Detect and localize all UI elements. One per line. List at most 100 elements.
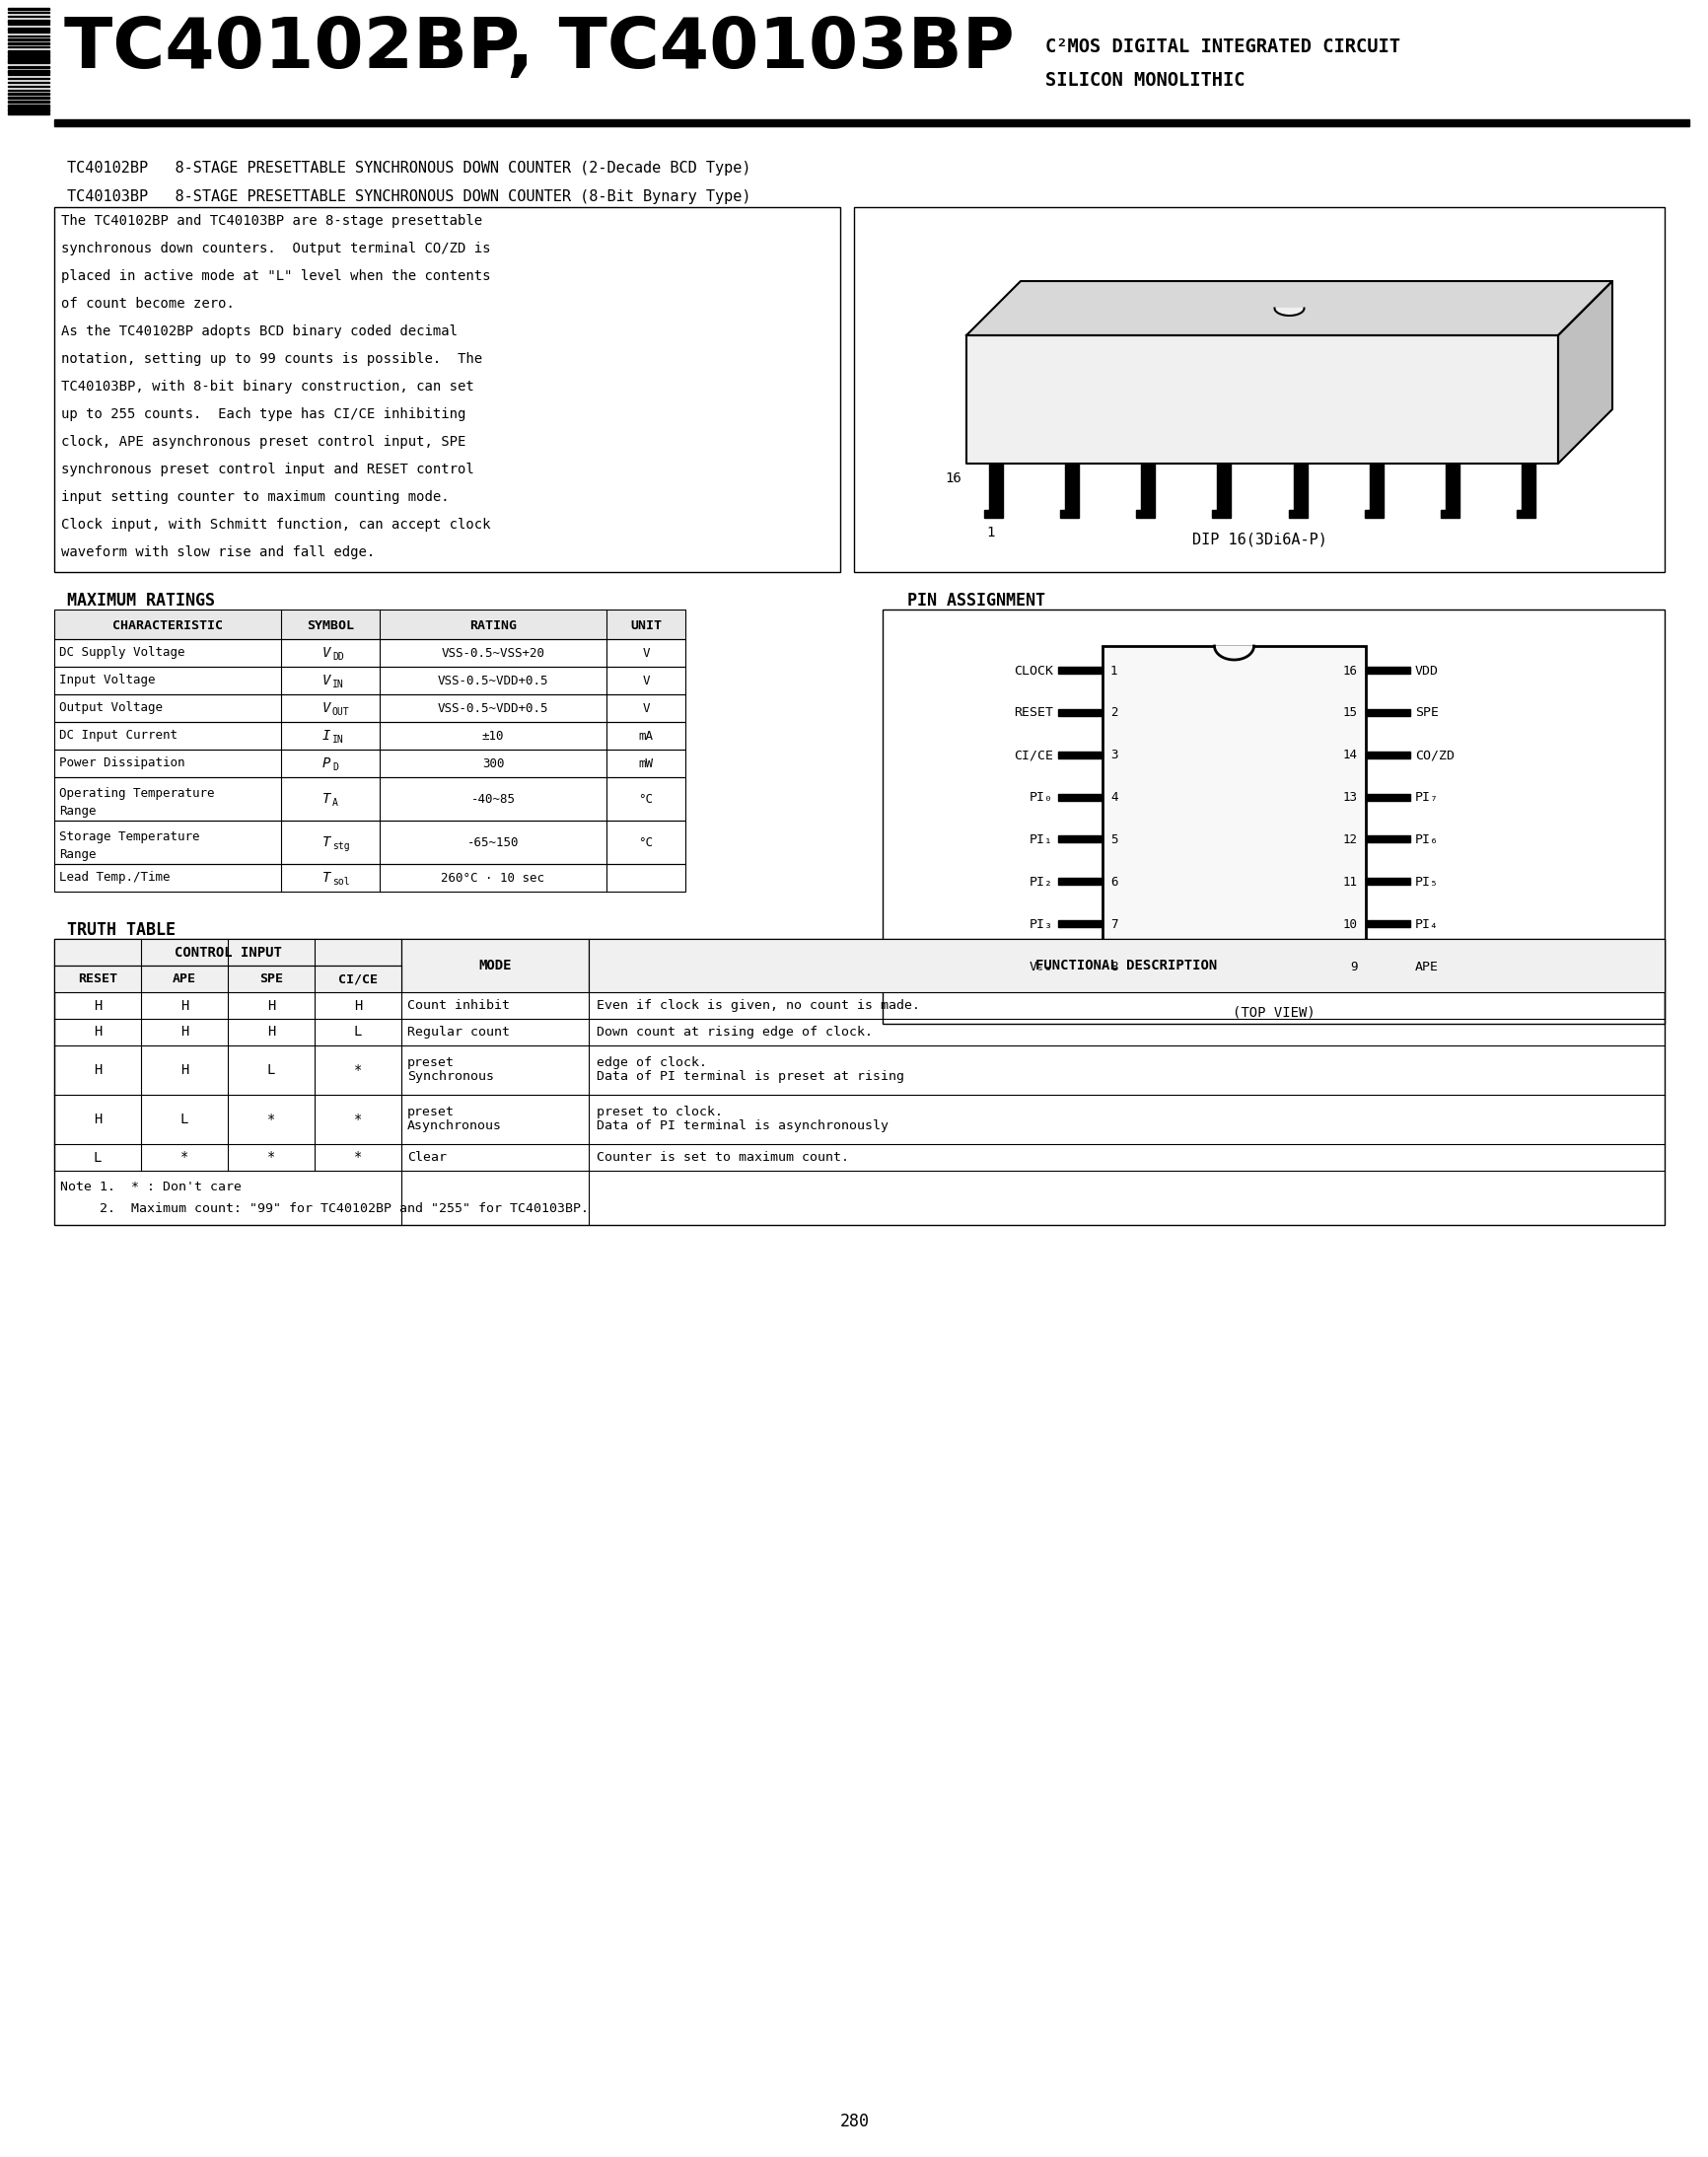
Text: *: *: [266, 1113, 275, 1126]
Text: 4: 4: [1110, 792, 1117, 805]
Text: synchronous preset control input and RESET control: synchronous preset control input and RES…: [61, 462, 473, 477]
Text: 1: 1: [1110, 664, 1117, 677]
Text: L: L: [354, 1025, 362, 1040]
Text: synchronous down counters.  Output terminal CO/ZD is: synchronous down counters. Output termin…: [61, 242, 490, 255]
Text: *: *: [179, 1150, 188, 1165]
Text: Count inhibit: Count inhibit: [407, 999, 509, 1012]
Text: PI₁: PI₁: [1028, 833, 1052, 846]
Text: input setting counter to maximum counting mode.: input setting counter to maximum countin…: [61, 490, 449, 505]
Text: DIP 16(3Di6A-P): DIP 16(3Di6A-P): [1190, 533, 1325, 548]
Bar: [55, 820, 685, 865]
Text: H: H: [266, 999, 275, 1012]
Text: H: H: [179, 1063, 188, 1076]
Text: T: T: [323, 871, 331, 884]
Text: Even if clock is given, no count is made.: Even if clock is given, no count is made…: [596, 999, 919, 1012]
Text: 2.  Maximum count: "99" for TC40102BP and "255" for TC40103BP.: 2. Maximum count: "99" for TC40102BP and…: [60, 1201, 588, 1214]
Text: Storage Temperature: Storage Temperature: [60, 830, 200, 843]
Text: VSS-0.5~VDD+0.5: VSS-0.5~VDD+0.5: [437, 675, 548, 686]
Text: 16: 16: [1342, 664, 1358, 677]
Bar: [1211, 509, 1216, 518]
Text: placed in active mode at "L" level when the contents: placed in active mode at "L" level when …: [61, 270, 490, 283]
Text: IN: IN: [331, 736, 343, 744]
Text: Operating Temperature: Operating Temperature: [60, 787, 215, 800]
Text: *: *: [354, 1113, 362, 1126]
Text: 1: 1: [987, 526, 994, 539]
Text: 14: 14: [1342, 748, 1358, 761]
Text: A: A: [331, 798, 338, 807]
Bar: [55, 723, 685, 751]
Text: TC40103BP   8-STAGE PRESETTABLE SYNCHRONOUS DOWN COUNTER (8-Bit Bynary Type): TC40103BP 8-STAGE PRESETTABLE SYNCHRONOU…: [67, 190, 750, 205]
Text: Regular count: Regular count: [407, 1027, 509, 1038]
Text: H: H: [179, 1025, 188, 1040]
Polygon shape: [965, 280, 1611, 334]
Text: Range: Range: [60, 848, 96, 861]
Bar: [984, 509, 989, 518]
Text: 12: 12: [1342, 833, 1358, 846]
Text: Vₛₛ: Vₛₛ: [1028, 960, 1052, 973]
Bar: [55, 938, 401, 966]
Text: °C: °C: [639, 837, 652, 848]
Bar: [1365, 667, 1409, 673]
Text: OUT: OUT: [331, 707, 350, 716]
Text: TC40102BP, TC40103BP: TC40102BP, TC40103BP: [65, 15, 1015, 82]
Text: PI₄: PI₄: [1414, 919, 1438, 930]
Bar: [1216, 464, 1230, 518]
Text: 13: 13: [1342, 792, 1358, 805]
Bar: [1365, 751, 1409, 757]
Text: DC Input Current: DC Input Current: [60, 729, 178, 742]
Text: Lead Temp./Time: Lead Temp./Time: [60, 871, 171, 884]
Text: T: T: [323, 792, 331, 807]
Text: H: H: [94, 1113, 102, 1126]
Bar: [1064, 464, 1078, 518]
Text: mA: mA: [639, 729, 652, 742]
Text: -65~150: -65~150: [466, 837, 519, 848]
Text: 7: 7: [1110, 919, 1117, 930]
Bar: [55, 966, 401, 992]
Text: preset: preset: [407, 1107, 454, 1119]
Text: MODE: MODE: [478, 958, 511, 973]
Bar: [55, 638, 685, 667]
Text: As the TC40102BP adopts BCD binary coded decimal: As the TC40102BP adopts BCD binary coded…: [61, 324, 458, 339]
Text: H: H: [266, 1025, 275, 1040]
Text: *: *: [354, 1063, 362, 1076]
Text: (TOP VIEW): (TOP VIEW): [1231, 1005, 1313, 1020]
Bar: [1293, 464, 1307, 518]
Text: H: H: [354, 999, 362, 1012]
Text: H: H: [94, 999, 102, 1012]
Bar: [1141, 464, 1155, 518]
Text: V: V: [323, 701, 331, 716]
Text: FUNCTIONAL DESCRIPTION: FUNCTIONAL DESCRIPTION: [1035, 958, 1216, 973]
Bar: [1057, 794, 1102, 800]
Bar: [1057, 878, 1102, 884]
Bar: [1365, 710, 1409, 716]
Text: CI/CE: CI/CE: [1013, 748, 1052, 761]
Bar: [55, 777, 685, 820]
Bar: [55, 207, 840, 572]
Bar: [1057, 710, 1102, 716]
Text: °C: °C: [639, 792, 652, 805]
Bar: [1365, 878, 1409, 884]
Polygon shape: [1274, 308, 1303, 315]
Bar: [9, 58, 50, 60]
Bar: [1057, 751, 1102, 757]
Text: V: V: [642, 701, 649, 714]
Text: Data of PI terminal is preset at rising: Data of PI terminal is preset at rising: [596, 1070, 904, 1083]
Bar: [9, 101, 50, 104]
Bar: [401, 938, 588, 992]
Text: *: *: [354, 1150, 362, 1165]
Text: VSS-0.5~VSS+20: VSS-0.5~VSS+20: [441, 647, 545, 660]
Bar: [1365, 921, 1409, 928]
Text: D: D: [331, 761, 338, 772]
Text: H: H: [94, 1063, 102, 1076]
Text: L: L: [94, 1150, 102, 1165]
Text: Clear: Clear: [407, 1152, 446, 1165]
Text: T: T: [323, 835, 331, 850]
Text: APE: APE: [1414, 960, 1438, 973]
Polygon shape: [965, 334, 1558, 464]
Text: SPE: SPE: [260, 973, 284, 986]
Text: SPE: SPE: [1414, 707, 1438, 718]
Text: 15: 15: [1342, 707, 1358, 718]
Bar: [1059, 509, 1064, 518]
Text: clock, APE asynchronous preset control input, SPE: clock, APE asynchronous preset control i…: [61, 436, 466, 449]
Bar: [1057, 962, 1102, 968]
